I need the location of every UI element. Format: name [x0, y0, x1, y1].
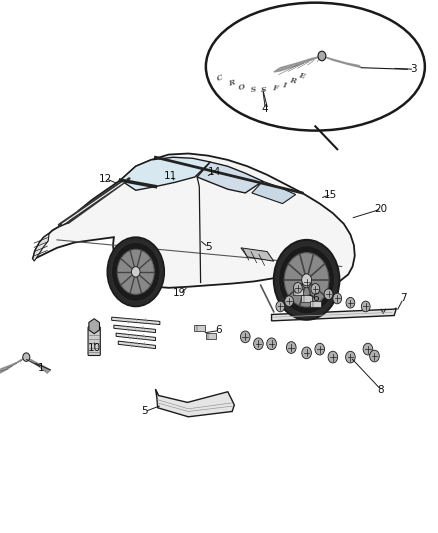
Polygon shape [118, 341, 155, 349]
Circle shape [324, 289, 333, 300]
Text: S: S [250, 85, 256, 94]
Polygon shape [112, 317, 160, 325]
Polygon shape [26, 357, 50, 373]
Text: 6: 6 [215, 326, 223, 335]
Text: 20: 20 [374, 204, 388, 214]
Circle shape [107, 237, 164, 306]
Circle shape [117, 249, 154, 294]
Text: S: S [261, 85, 267, 94]
Circle shape [23, 353, 30, 361]
Polygon shape [120, 157, 210, 190]
Text: 11: 11 [164, 171, 177, 181]
Text: 15: 15 [324, 190, 337, 199]
Circle shape [279, 246, 335, 314]
Text: 3: 3 [410, 64, 417, 74]
Text: I: I [283, 81, 287, 90]
Text: 6: 6 [312, 294, 319, 303]
Circle shape [276, 301, 285, 312]
Text: O: O [238, 83, 246, 92]
Circle shape [346, 351, 355, 363]
Text: 5: 5 [205, 243, 212, 252]
Text: R: R [227, 79, 235, 88]
Circle shape [315, 343, 325, 355]
Circle shape [363, 343, 373, 355]
Circle shape [346, 297, 355, 308]
Circle shape [302, 277, 311, 288]
Bar [310, 301, 321, 307]
Circle shape [311, 284, 320, 294]
FancyBboxPatch shape [88, 327, 100, 356]
Polygon shape [272, 308, 396, 321]
Text: 1: 1 [38, 363, 45, 373]
Circle shape [361, 301, 370, 312]
Circle shape [267, 338, 276, 350]
Bar [301, 295, 312, 302]
Polygon shape [33, 233, 49, 261]
Circle shape [284, 253, 329, 307]
Polygon shape [274, 56, 322, 72]
Polygon shape [322, 56, 361, 68]
Text: C: C [216, 73, 225, 83]
Circle shape [302, 274, 311, 286]
Text: 8: 8 [378, 385, 385, 395]
Circle shape [254, 338, 263, 350]
Circle shape [274, 240, 339, 320]
Text: R: R [289, 76, 297, 86]
Text: 14: 14 [208, 167, 221, 176]
Polygon shape [89, 319, 99, 334]
Circle shape [131, 266, 140, 277]
Polygon shape [155, 389, 234, 417]
Text: 5: 5 [141, 407, 148, 416]
Polygon shape [114, 325, 155, 333]
Circle shape [333, 293, 342, 304]
Circle shape [328, 351, 338, 363]
Text: 10: 10 [88, 343, 101, 352]
Circle shape [112, 243, 160, 301]
Polygon shape [252, 181, 296, 204]
Bar [194, 325, 205, 331]
Text: 7: 7 [399, 294, 406, 303]
Text: 4: 4 [261, 104, 268, 114]
Circle shape [370, 350, 379, 362]
Polygon shape [116, 333, 155, 341]
Circle shape [285, 296, 293, 306]
Bar [293, 289, 303, 295]
Circle shape [293, 282, 302, 293]
Text: F: F [272, 84, 278, 92]
Circle shape [240, 331, 250, 343]
Circle shape [318, 51, 326, 61]
Polygon shape [197, 162, 263, 193]
Polygon shape [0, 357, 26, 373]
Polygon shape [33, 154, 355, 288]
Text: 12: 12 [99, 174, 112, 183]
Circle shape [286, 342, 296, 353]
Text: 19: 19 [173, 288, 186, 298]
Bar [206, 333, 216, 339]
Polygon shape [241, 248, 274, 261]
Text: E: E [297, 71, 305, 81]
Circle shape [302, 347, 311, 359]
